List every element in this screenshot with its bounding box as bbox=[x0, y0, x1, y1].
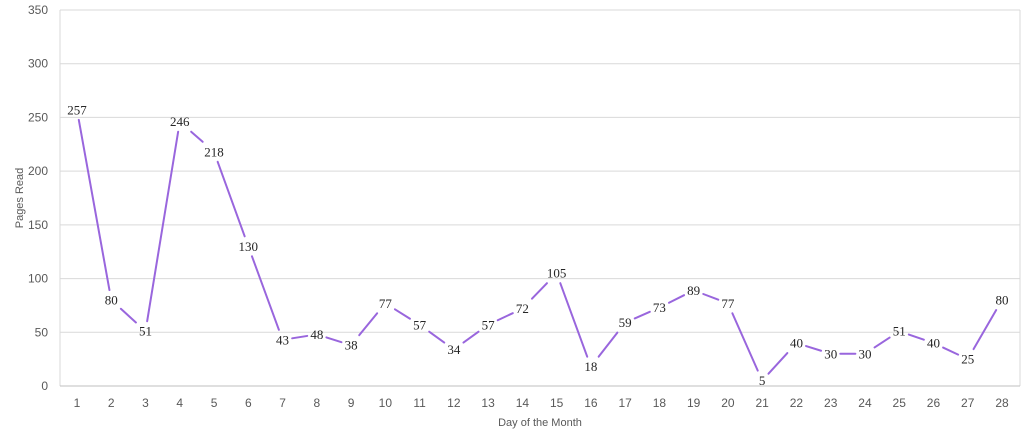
x-tick-label: 2 bbox=[108, 396, 115, 410]
y-tick-label: 250 bbox=[28, 110, 48, 124]
y-tick-label: 300 bbox=[28, 57, 48, 71]
x-tick-label: 18 bbox=[653, 396, 667, 410]
series-segment bbox=[496, 312, 514, 322]
series-segment bbox=[358, 312, 379, 337]
x-tick-label: 28 bbox=[995, 396, 1009, 410]
x-tick-label: 13 bbox=[481, 396, 495, 410]
data-label: 130 bbox=[239, 239, 259, 254]
data-label: 105 bbox=[547, 266, 567, 281]
x-tick-label: 17 bbox=[618, 396, 632, 410]
series-segment bbox=[597, 331, 619, 358]
data-label: 51 bbox=[893, 324, 906, 339]
data-label: 57 bbox=[482, 317, 496, 332]
data-label: 246 bbox=[170, 114, 190, 129]
data-label: 40 bbox=[927, 336, 940, 351]
series-segment bbox=[216, 160, 246, 238]
data-label: 218 bbox=[204, 144, 224, 159]
data-label: 30 bbox=[858, 346, 871, 361]
y-tick-label: 350 bbox=[28, 3, 48, 17]
data-labels: 257 80 51 246 218 130 43 48 38 77 57 34 57 72 105 18 59 7… bbox=[67, 102, 1008, 388]
x-tick-label: 24 bbox=[858, 396, 872, 410]
x-tick-label: 16 bbox=[584, 396, 598, 410]
series-segment bbox=[530, 282, 548, 300]
data-label: 257 bbox=[67, 102, 87, 117]
data-label: 40 bbox=[790, 336, 803, 351]
data-label: 80 bbox=[996, 293, 1009, 308]
data-label: 72 bbox=[516, 301, 529, 316]
x-tick-label: 21 bbox=[756, 396, 770, 410]
series-segment bbox=[873, 336, 891, 349]
series-segment bbox=[462, 330, 480, 344]
x-tick-label: 1 bbox=[74, 396, 81, 410]
series-segment bbox=[972, 309, 998, 351]
series-segment bbox=[805, 345, 823, 352]
data-label: 57 bbox=[413, 317, 427, 332]
series-segment bbox=[767, 352, 789, 375]
x-tick-label: 20 bbox=[721, 396, 735, 410]
x-tick-label: 7 bbox=[279, 396, 286, 410]
gridlines bbox=[59, 9, 1021, 386]
x-tick-label: 15 bbox=[550, 396, 564, 410]
series-segment bbox=[250, 255, 280, 331]
series-segment bbox=[633, 310, 651, 320]
x-tick-label: 14 bbox=[516, 396, 530, 410]
data-label: 18 bbox=[584, 359, 597, 374]
data-label: 43 bbox=[276, 332, 289, 347]
x-tick-label: 6 bbox=[245, 396, 252, 410]
x-tick-label: 3 bbox=[142, 396, 149, 410]
y-axis-title: Pages Read bbox=[14, 168, 26, 229]
y-tick-label: 150 bbox=[28, 218, 48, 232]
series-segment bbox=[559, 282, 589, 358]
data-label: 73 bbox=[653, 300, 666, 315]
series-segment bbox=[146, 130, 180, 323]
series-segment bbox=[77, 118, 111, 292]
x-tick-label: 4 bbox=[176, 396, 183, 410]
x-tick-label: 9 bbox=[348, 396, 355, 410]
x-tick-label: 26 bbox=[927, 396, 941, 410]
series-segment bbox=[907, 333, 925, 341]
series bbox=[77, 118, 998, 375]
x-tick-label: 22 bbox=[790, 396, 804, 410]
x-tick-label: 25 bbox=[893, 396, 907, 410]
y-tick-label: 0 bbox=[41, 379, 48, 393]
x-axis-title: Day of the Month bbox=[498, 417, 582, 429]
series-segment bbox=[428, 330, 446, 344]
x-tick-label: 27 bbox=[961, 396, 975, 410]
series-segment bbox=[942, 346, 960, 356]
x-tick-label: 10 bbox=[379, 396, 393, 410]
series-segment bbox=[393, 308, 411, 320]
series-segment bbox=[702, 293, 720, 301]
series-segment bbox=[190, 130, 204, 143]
data-label: 38 bbox=[345, 338, 358, 353]
data-label: 30 bbox=[824, 346, 837, 361]
x-tick-label: 19 bbox=[687, 396, 701, 410]
data-label: 5 bbox=[759, 373, 766, 388]
series-segment bbox=[731, 312, 759, 372]
data-label: 77 bbox=[721, 296, 735, 311]
series-segment bbox=[291, 334, 309, 340]
x-tick-label: 5 bbox=[211, 396, 218, 410]
x-tick-label: 12 bbox=[447, 396, 461, 410]
series-segment bbox=[119, 307, 137, 324]
y-tick-label: 50 bbox=[35, 325, 49, 339]
data-label: 80 bbox=[105, 293, 118, 308]
x-tick-label: 23 bbox=[824, 396, 838, 410]
y-tick-label: 200 bbox=[28, 164, 48, 178]
x-tick-label: 8 bbox=[313, 396, 320, 410]
data-label: 34 bbox=[447, 342, 461, 357]
data-label: 77 bbox=[379, 296, 393, 311]
data-label: 59 bbox=[619, 315, 632, 330]
data-label: 51 bbox=[139, 324, 152, 339]
series-segment bbox=[325, 336, 343, 344]
data-label: 48 bbox=[310, 327, 323, 342]
data-label: 89 bbox=[687, 283, 700, 298]
data-label: 25 bbox=[961, 352, 974, 367]
series-segment bbox=[668, 294, 686, 304]
y-tick-label: 100 bbox=[28, 272, 48, 286]
x-tick-label: 11 bbox=[413, 396, 426, 410]
